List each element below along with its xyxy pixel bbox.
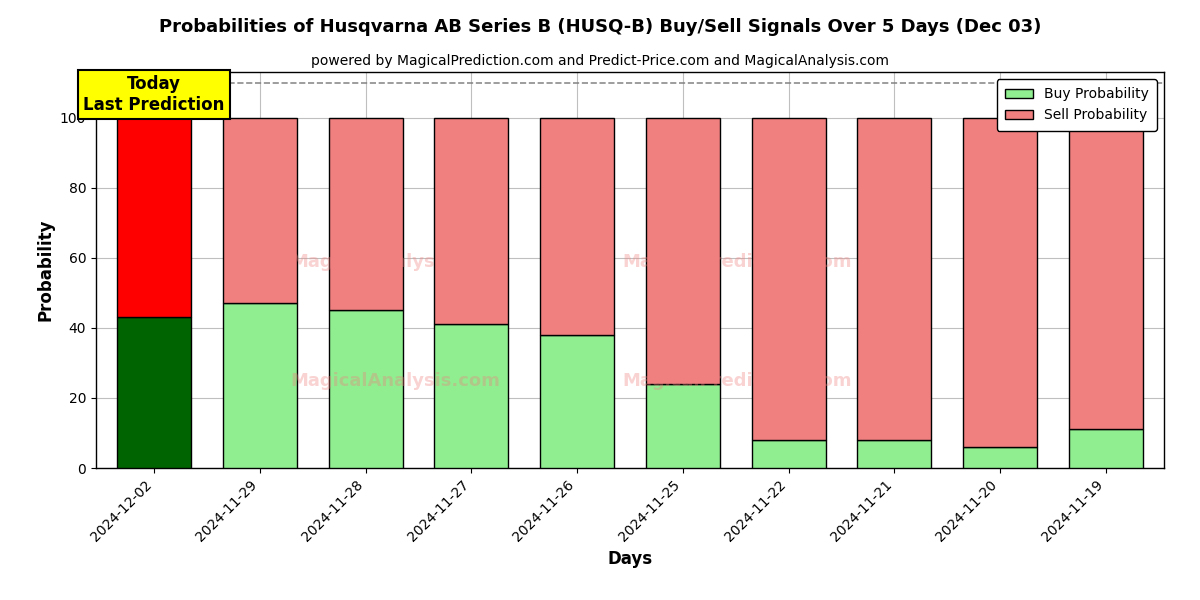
- Bar: [964, 447, 1037, 468]
- Bar: [434, 325, 509, 468]
- Legend: Buy Probability, Sell Probability: Buy Probability, Sell Probability: [997, 79, 1157, 131]
- Text: Probabilities of Husqvarna AB Series B (HUSQ-B) Buy/Sell Signals Over 5 Days (De: Probabilities of Husqvarna AB Series B (…: [158, 18, 1042, 36]
- Text: MagicalAnalysis.com: MagicalAnalysis.com: [290, 372, 500, 390]
- X-axis label: Days: Days: [607, 550, 653, 568]
- Bar: [329, 118, 403, 310]
- Bar: [646, 384, 720, 468]
- Bar: [118, 317, 191, 468]
- Bar: [1069, 118, 1142, 430]
- Bar: [646, 118, 720, 384]
- Bar: [1069, 430, 1142, 468]
- Text: Today
Last Prediction: Today Last Prediction: [84, 76, 224, 114]
- Text: MagicalAnalysis.com: MagicalAnalysis.com: [290, 253, 500, 271]
- Bar: [118, 118, 191, 317]
- Bar: [540, 335, 614, 468]
- Bar: [857, 118, 931, 440]
- Bar: [434, 118, 509, 325]
- Y-axis label: Probability: Probability: [36, 219, 54, 321]
- Bar: [751, 118, 826, 440]
- Text: powered by MagicalPrediction.com and Predict-Price.com and MagicalAnalysis.com: powered by MagicalPrediction.com and Pre…: [311, 54, 889, 68]
- Bar: [223, 303, 296, 468]
- Bar: [329, 310, 403, 468]
- Bar: [540, 118, 614, 335]
- Bar: [751, 440, 826, 468]
- Text: MagicalPrediction.com: MagicalPrediction.com: [622, 253, 852, 271]
- Bar: [223, 118, 296, 303]
- Text: MagicalPrediction.com: MagicalPrediction.com: [622, 372, 852, 390]
- Bar: [857, 440, 931, 468]
- Bar: [964, 118, 1037, 447]
